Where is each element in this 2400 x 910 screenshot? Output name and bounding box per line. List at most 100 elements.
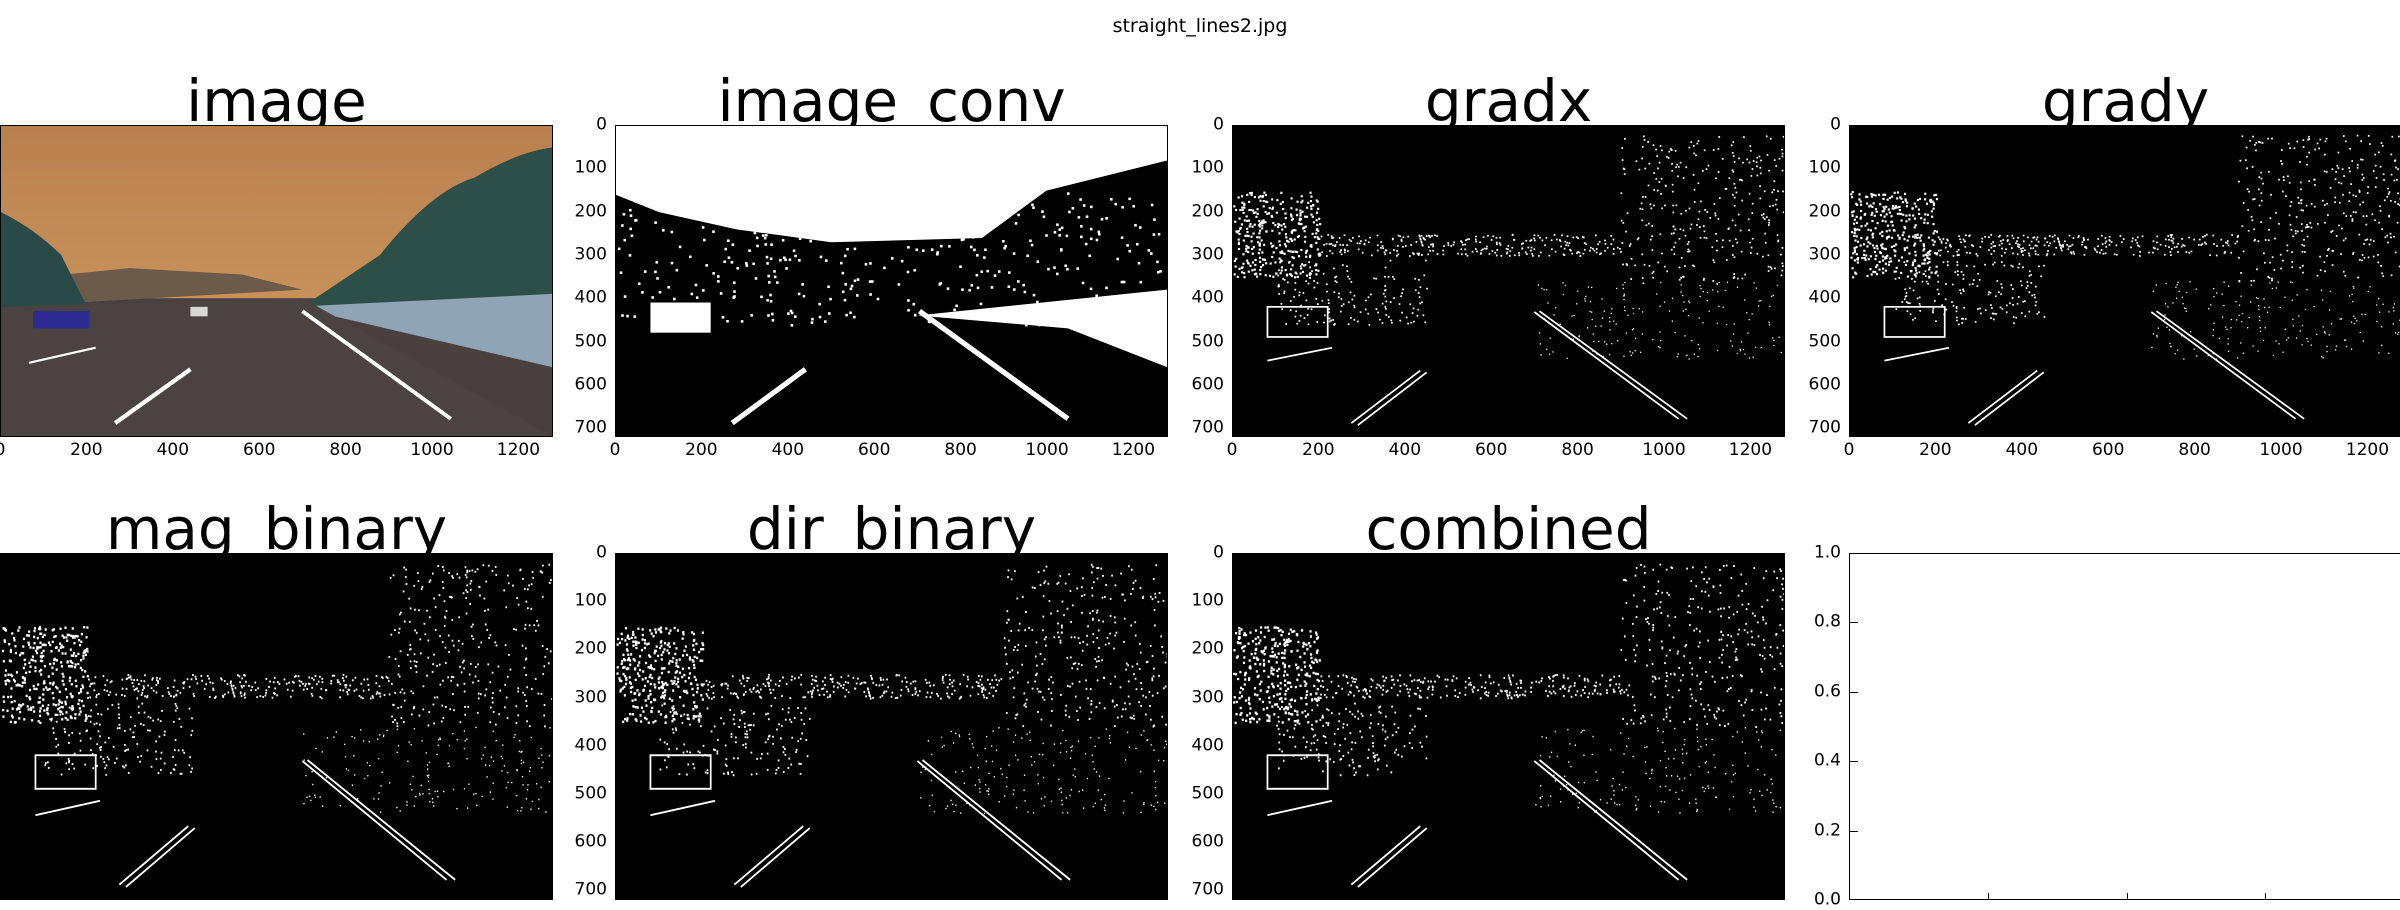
tick-label: 500: [1809, 333, 1841, 350]
tick-label: 1200: [1729, 442, 1772, 459]
tick-label: 300: [575, 689, 607, 706]
tick-label: 200: [685, 442, 717, 459]
tick-label: 600: [2092, 442, 2124, 459]
tick-label: 0.8: [1814, 614, 1841, 631]
image-edges: [1233, 126, 1784, 436]
tick-label: 200: [1919, 442, 1951, 459]
panel-title: grady: [2042, 72, 2209, 130]
tick-label: 0: [0, 442, 5, 459]
tick-label: 200: [575, 203, 607, 220]
tick-label: 0.4: [1814, 753, 1841, 770]
tick-label: 100: [1192, 593, 1224, 610]
tick-label: 1.0: [1814, 545, 1841, 562]
tick-label: 1000: [410, 442, 453, 459]
panel-title: dir_binary: [747, 500, 1036, 558]
subplot-dir_binary: [615, 553, 1168, 900]
tick-label: 600: [1192, 834, 1224, 851]
tick-mark: [2265, 893, 2266, 900]
tick-label: 500: [1192, 785, 1224, 802]
tick-label: 0.0: [1814, 892, 1841, 909]
tick-mark: [1850, 622, 1858, 623]
tick-label: 500: [1192, 333, 1224, 350]
panel-title: mag_binary: [106, 500, 447, 558]
image-edges: [1850, 126, 2400, 436]
tick-label: 0.6: [1814, 683, 1841, 700]
tick-label: 700: [1192, 882, 1224, 899]
tick-label: 100: [575, 593, 607, 610]
tick-label: 400: [1192, 737, 1224, 754]
tick-label: 600: [1809, 377, 1841, 394]
tick-label: 700: [1192, 420, 1224, 437]
tick-label: 200: [1809, 203, 1841, 220]
tick-label: 0: [610, 442, 621, 459]
panel-title: image_conv: [717, 72, 1065, 130]
tick-label: 1200: [497, 442, 540, 459]
tick-label: 600: [243, 442, 275, 459]
tick-label: 400: [772, 442, 804, 459]
image-edges: [1233, 554, 1784, 899]
tick-label: 0: [596, 545, 607, 562]
tick-label: 200: [1192, 203, 1224, 220]
tick-label: 400: [575, 737, 607, 754]
tick-label: 400: [1809, 290, 1841, 307]
tick-label: 400: [575, 290, 607, 307]
subplot-grady: [1849, 125, 2400, 437]
white-car: [190, 307, 207, 316]
figure-suptitle: straight_lines2.jpg: [0, 15, 2400, 37]
tick-label: 800: [329, 442, 361, 459]
tick-label: 0: [1844, 442, 1855, 459]
tick-label: 400: [2006, 442, 2038, 459]
panel-title: image: [186, 72, 367, 130]
tick-label: 800: [2178, 442, 2210, 459]
tick-label: 100: [575, 160, 607, 177]
tick-label: 200: [575, 641, 607, 658]
tick-label: 100: [1192, 160, 1224, 177]
tick-mark: [1850, 692, 1858, 693]
tick-label: 300: [1192, 689, 1224, 706]
tick-label: 0: [1213, 545, 1224, 562]
tick-label: 800: [1561, 442, 1593, 459]
tick-label: 600: [575, 377, 607, 394]
tick-label: 1200: [1112, 442, 1155, 459]
subplot-image: [0, 125, 553, 437]
tick-label: 300: [575, 247, 607, 264]
tick-label: 300: [1192, 247, 1224, 264]
tick-label: 1200: [2346, 442, 2389, 459]
tick-label: 200: [1192, 641, 1224, 658]
image-binary: [616, 126, 1167, 436]
tick-label: 500: [575, 785, 607, 802]
tick-label: 1000: [1642, 442, 1685, 459]
subplot-empty: [1849, 553, 2400, 900]
tick-label: 0: [1227, 442, 1238, 459]
tick-label: 200: [70, 442, 102, 459]
image-edges: [616, 554, 1167, 899]
subplot-image_conv: [615, 125, 1168, 437]
tick-label: 600: [1192, 377, 1224, 394]
tick-label: 700: [575, 882, 607, 899]
tick-mark: [1850, 553, 1858, 554]
image-photo: [1, 126, 552, 436]
tick-label: 1000: [1025, 442, 1068, 459]
panel-title: gradx: [1425, 72, 1592, 130]
tick-label: 600: [1475, 442, 1507, 459]
panel-title: combined: [1365, 500, 1651, 558]
tick-label: 400: [157, 442, 189, 459]
tick-label: 800: [944, 442, 976, 459]
tick-label: 200: [1302, 442, 1334, 459]
tick-label: 0.2: [1814, 822, 1841, 839]
tick-label: 700: [1809, 420, 1841, 437]
tick-label: 0: [1213, 117, 1224, 134]
tick-label: 0: [596, 117, 607, 134]
tick-mark: [1988, 893, 1989, 900]
image-edges: [1, 554, 552, 899]
tick-label: 500: [575, 333, 607, 350]
tick-mark: [1850, 831, 1858, 832]
subplot-gradx: [1232, 125, 1785, 437]
tick-label: 1000: [2259, 442, 2302, 459]
tick-label: 100: [1809, 160, 1841, 177]
subplot-combined: [1232, 553, 1785, 900]
tick-label: 600: [575, 834, 607, 851]
tick-label: 400: [1389, 442, 1421, 459]
tick-mark: [2127, 893, 2128, 900]
tick-label: 0: [1830, 117, 1841, 134]
